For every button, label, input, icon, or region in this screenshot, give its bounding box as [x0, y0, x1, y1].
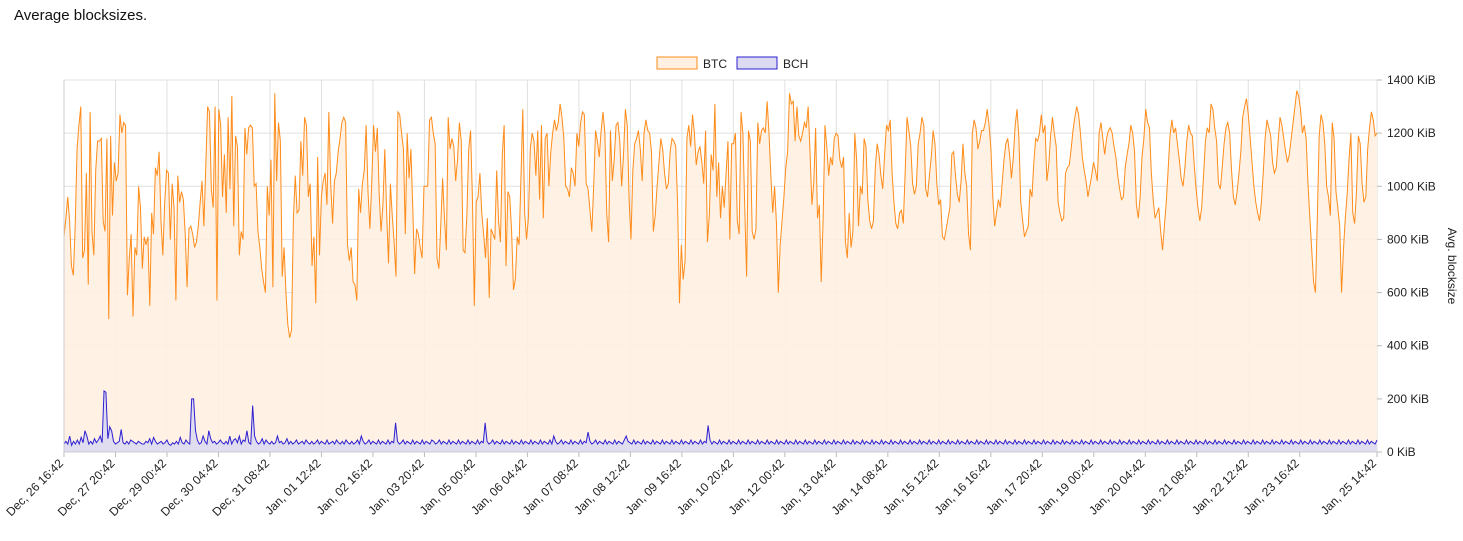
- series-area-bch: [64, 390, 1377, 452]
- y-tick-label: 600 KiB: [1387, 286, 1429, 300]
- legend-label-btc[interactable]: BTC: [703, 57, 727, 71]
- y-tick-label: 400 KiB: [1387, 339, 1429, 353]
- x-tick-label: Jan, 25 14:42: [1318, 456, 1380, 518]
- y-tick-label: 1000 KiB: [1387, 179, 1436, 193]
- x-tick-label: Jan, 23 16:42: [1241, 456, 1303, 518]
- legend-swatch-bch[interactable]: [736, 56, 778, 70]
- series-area-btc: [64, 90, 1377, 452]
- series-line-btc: [63, 90, 1378, 338]
- page-title: Average blocksizes.: [14, 7, 148, 24]
- y-axis-label: Avg. blocksize: [1445, 228, 1459, 305]
- y-tick-label: 800 KiB: [1387, 232, 1429, 246]
- series-areas: [63, 90, 1378, 452]
- y-tick-label: 200 KiB: [1387, 392, 1429, 406]
- legend-label-bch[interactable]: BCH: [783, 57, 808, 71]
- y-tick-label: 1400 KiB: [1387, 73, 1436, 87]
- series-line-bch: [63, 389, 1378, 447]
- legend[interactable]: BTC BCH: [656, 56, 808, 71]
- y-tick-label: 1200 KiB: [1387, 126, 1436, 140]
- legend-swatch-btc[interactable]: [656, 56, 698, 70]
- y-tick-label: 0 KiB: [1387, 445, 1416, 459]
